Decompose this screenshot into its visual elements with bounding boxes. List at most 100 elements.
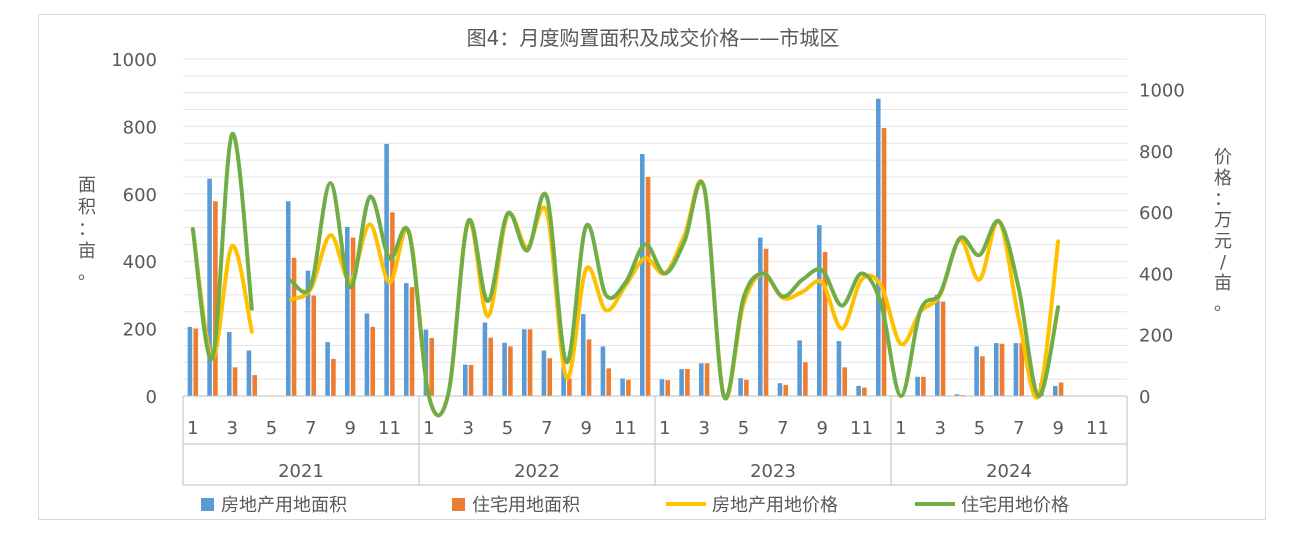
bar	[291, 257, 297, 396]
bar	[462, 364, 468, 396]
bar	[508, 346, 513, 396]
legend-swatch	[452, 498, 465, 511]
bar	[704, 363, 710, 396]
y-tick-label: 0	[146, 387, 157, 408]
bar	[836, 341, 842, 396]
axis-title-char: 格	[1214, 168, 1232, 189]
x-tick-label: 1	[659, 418, 670, 439]
y-tick-label: 600	[123, 185, 157, 206]
axis-title-char: ：	[1214, 189, 1232, 210]
x-tick-label: 7	[305, 418, 316, 439]
y-axis-title: 面积：亩。	[78, 175, 96, 284]
line-series	[289, 179, 1061, 418]
bar	[409, 287, 415, 396]
bar	[1013, 343, 1019, 396]
bar	[429, 338, 435, 396]
y2-axis-title: 价格：万元/亩。	[1214, 147, 1232, 315]
bar	[213, 201, 218, 396]
bar	[232, 367, 238, 396]
bar	[940, 301, 946, 396]
bar	[1058, 382, 1064, 396]
bar	[187, 326, 193, 396]
bar	[980, 356, 985, 396]
axis-title-char: 万	[1214, 210, 1232, 231]
bar	[305, 270, 311, 396]
year-label: 2024	[986, 461, 1032, 482]
legend-item: 住宅用地价格	[915, 495, 1069, 516]
bar	[822, 252, 828, 396]
bar	[777, 383, 783, 396]
x-tick-label: 5	[266, 418, 277, 439]
bar	[665, 380, 671, 396]
bar	[350, 237, 356, 396]
bar	[679, 369, 684, 396]
y2-tick-label: 400	[1139, 264, 1173, 285]
legend-item: 住宅用地面积	[452, 495, 580, 516]
axis-title-char: ：	[78, 219, 96, 240]
axis-title-char: 。	[1214, 294, 1232, 315]
bar	[370, 326, 376, 396]
y-tick-label: 800	[123, 117, 157, 138]
bar	[561, 367, 566, 396]
legend-label: 房地产用地价格	[712, 495, 838, 516]
bar	[626, 379, 631, 396]
bar	[1052, 385, 1058, 396]
y2-tick-label: 600	[1139, 203, 1173, 224]
bar	[547, 358, 553, 396]
bar	[915, 376, 920, 396]
bar	[311, 295, 317, 396]
bar	[586, 339, 592, 396]
bar	[207, 178, 212, 396]
x-tick-label: 3	[698, 418, 709, 439]
bar	[193, 328, 199, 396]
x-tick-label: 7	[1013, 418, 1024, 439]
bar	[744, 379, 749, 396]
bar	[390, 212, 395, 396]
bar	[659, 379, 665, 396]
bar	[502, 342, 507, 396]
chart-svg: 0 200 400 600 800 1000 0 200 400 600 800 1000 1 3 5 7 9 1…	[78, 26, 1232, 516]
bar	[567, 378, 572, 396]
axis-title-char: 积	[78, 197, 96, 218]
bar	[246, 350, 252, 396]
bar	[797, 340, 802, 396]
bar	[875, 98, 881, 397]
x-tick-label: 11	[1086, 418, 1109, 439]
x-tick-label: 5	[974, 418, 985, 439]
bar	[325, 342, 330, 396]
bar	[974, 346, 979, 396]
bar	[934, 294, 940, 396]
bar	[1019, 343, 1025, 396]
bar	[842, 367, 848, 396]
bar	[541, 350, 547, 396]
axis-title-char: /	[1220, 252, 1227, 273]
bar	[645, 176, 651, 396]
chart-title: 图4：月度购置面积及成交价格——市城区	[467, 26, 840, 50]
x-tick-label: 5	[502, 418, 513, 439]
y-tick-label: 200	[123, 320, 157, 341]
bar	[757, 237, 763, 396]
bar	[468, 364, 474, 396]
x-tick-label: 9	[580, 418, 591, 439]
bar	[344, 226, 350, 396]
x-tick-label: 9	[816, 418, 827, 439]
x-tick-label: 3	[934, 418, 945, 439]
x-tick-label: 7	[541, 418, 552, 439]
bar	[620, 378, 625, 396]
x-tick-label: 5	[738, 418, 749, 439]
y2-tick-label: 1000	[1139, 81, 1185, 102]
x-tick-label: 11	[614, 418, 637, 439]
x-tick-label: 1	[423, 418, 434, 439]
bar	[364, 313, 370, 396]
y2-tick-label: 800	[1139, 142, 1173, 163]
x-tick-label: 11	[850, 418, 873, 439]
y-tick-label: 1000	[111, 50, 157, 71]
bar	[639, 154, 645, 396]
bar	[685, 369, 690, 396]
legend-item: 房地产用地价格	[666, 495, 838, 516]
year-label: 2021	[278, 461, 324, 482]
chart-frame: 0 200 400 600 800 1000 0 200 400 600 800 1000 1 3 5 7 9 1…	[38, 14, 1266, 520]
axis-title-char: 价	[1214, 147, 1232, 168]
x-tick-label: 3	[462, 418, 473, 439]
bar	[862, 387, 867, 396]
